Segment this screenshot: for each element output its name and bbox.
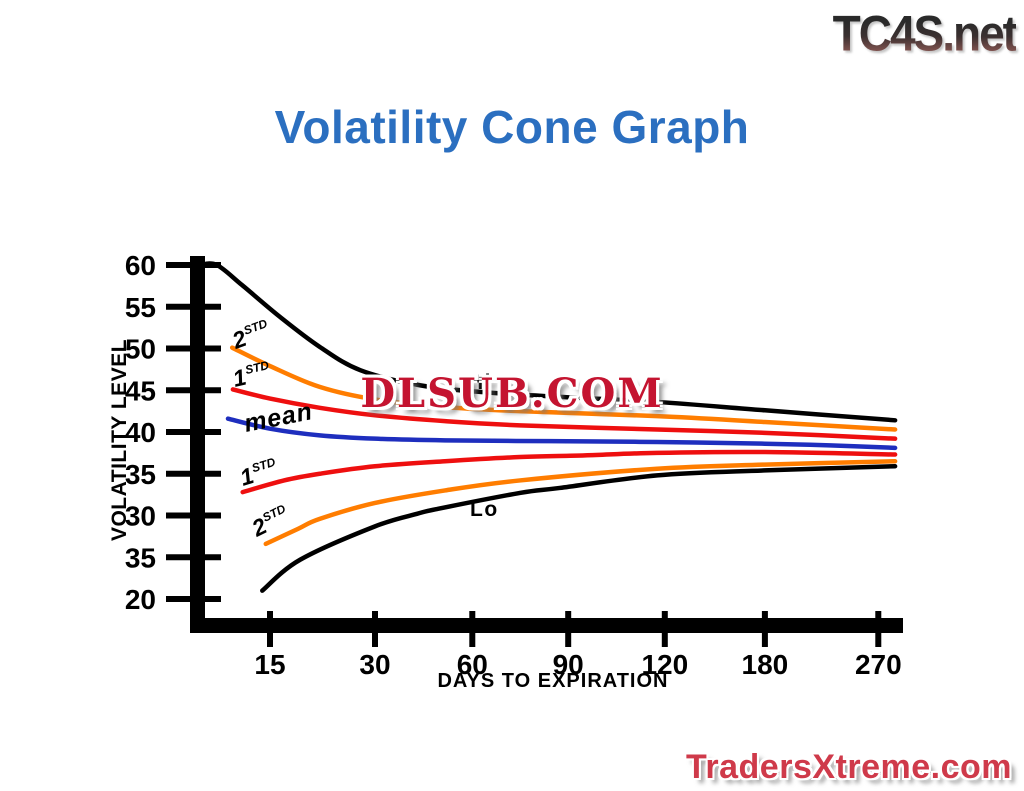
series-line-lo xyxy=(260,463,898,593)
x-tick-label: 30 xyxy=(359,649,390,680)
tradersxtreme-logo: TradersXtreme.com xyxy=(686,748,1012,786)
x-axis-bar xyxy=(190,618,903,633)
tc4s-logo: TC4S.net xyxy=(832,5,1018,62)
x-tick-label: 90 xyxy=(553,649,584,680)
y-tick-label: 45 xyxy=(125,375,156,406)
y-tick-label: 20 xyxy=(125,584,156,615)
y-tick-label: 60 xyxy=(125,250,156,281)
line-label-lo: Lo xyxy=(470,498,499,521)
series-line-mean xyxy=(225,416,898,451)
page-title: Volatility Cone Graph xyxy=(274,101,750,153)
x-tick-label: 15 xyxy=(254,649,285,680)
series-line-2std-lower xyxy=(263,458,898,547)
x-axis-title: DAYS TO EXPIRATION xyxy=(437,670,668,692)
y-tick-label: 50 xyxy=(125,334,156,365)
line-label-1std: 1STD xyxy=(230,358,273,392)
line-label-1std: 1STD xyxy=(237,455,281,491)
y-tick-label: 35 xyxy=(125,542,156,573)
x-tick-label: 120 xyxy=(641,649,688,680)
y-tick-label: 30 xyxy=(125,501,156,532)
series-line-1std-lower xyxy=(240,449,898,495)
series-line-1std-upper xyxy=(230,387,898,441)
x-tick-label: 60 xyxy=(457,649,488,680)
dlsub-watermark: DLSUB.COM xyxy=(360,370,664,417)
y-axis-title: VOLATILITY LEVEL xyxy=(108,339,131,541)
y-tick-label: 35 xyxy=(125,459,156,490)
y-tick-label: 40 xyxy=(125,417,156,448)
y-axis-bar xyxy=(190,256,205,633)
y-tick-label: 55 xyxy=(125,292,156,323)
line-label-hi: Hi xyxy=(468,371,492,394)
series-line-2std-upper xyxy=(229,345,898,432)
x-tick-label: 270 xyxy=(855,649,902,680)
x-tick-label: 180 xyxy=(742,649,789,680)
series-line-hi xyxy=(197,261,898,423)
line-label-2std: 2STD xyxy=(228,316,274,354)
